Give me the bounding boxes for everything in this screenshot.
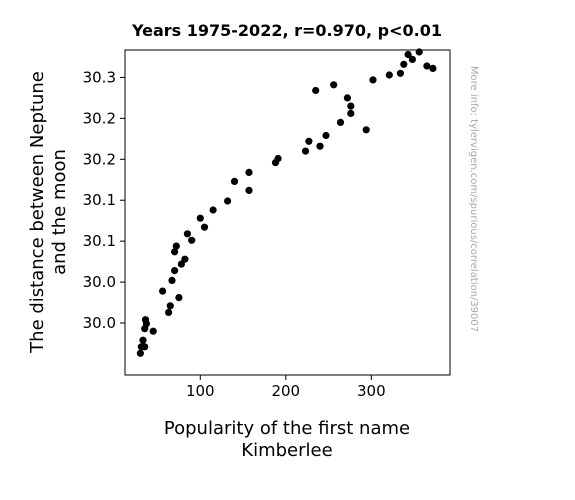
data-point-7 — [149, 327, 157, 335]
y-tick-label-0: 30.0 — [83, 314, 116, 332]
data-point-3 — [141, 343, 149, 351]
data-points — [136, 48, 437, 357]
data-point-20 — [196, 214, 204, 222]
y-tick-label-4: 30.2 — [83, 150, 116, 168]
data-point-24 — [230, 177, 239, 185]
data-point-43 — [400, 60, 408, 68]
data-point-17 — [181, 255, 189, 263]
y-tick-label-6: 30.3 — [83, 68, 116, 86]
data-point-12 — [171, 267, 179, 275]
y-tick-label-2: 30.1 — [83, 232, 116, 250]
data-point-32 — [322, 131, 330, 140]
data-point-21 — [200, 223, 209, 231]
data-point-11 — [168, 276, 176, 284]
plot-frame — [124, 49, 451, 376]
y-tick-label-5: 30.2 — [83, 109, 116, 127]
data-point-38 — [347, 102, 355, 110]
data-point-23 — [224, 197, 232, 205]
data-point-48 — [429, 64, 437, 72]
y-axis-label-line1: The distance between Neptune — [27, 71, 48, 354]
data-point-44 — [404, 50, 412, 59]
data-point-18 — [183, 230, 191, 238]
x-tick-label-0: 100 — [186, 382, 215, 400]
data-point-19 — [188, 236, 196, 244]
data-point-2 — [139, 336, 147, 344]
source-note: More info: tylervigen.com/spurious/corre… — [468, 66, 479, 332]
y-axis: 30.0 30.0 30.1 30.1 30.2 30.2 30.3 — [83, 68, 125, 332]
data-point-0 — [136, 349, 144, 357]
y-tick-label-3: 30.1 — [83, 191, 116, 209]
x-axis: 100 200 300 — [186, 375, 386, 400]
chart-title: Years 1975-2022, r=0.970, p<0.01 — [131, 21, 442, 40]
x-tick-label-1: 200 — [271, 382, 300, 400]
data-point-41 — [385, 71, 393, 79]
data-point-22 — [209, 206, 217, 214]
data-point-30 — [305, 137, 313, 145]
data-point-28 — [274, 154, 282, 163]
data-point-35 — [336, 118, 345, 126]
data-point-13 — [175, 294, 183, 302]
data-point-40 — [369, 76, 377, 84]
data-point-33 — [330, 81, 338, 89]
data-point-8 — [159, 287, 167, 295]
data-point-31 — [316, 142, 324, 150]
data-point-14 — [171, 248, 179, 256]
data-point-46 — [415, 48, 423, 56]
data-point-26 — [245, 186, 253, 194]
data-point-36 — [343, 94, 351, 102]
data-point-45 — [408, 55, 416, 64]
data-point-15 — [172, 242, 180, 250]
x-axis-label-line1: Popularity of the first name — [164, 418, 410, 439]
data-point-6 — [141, 316, 150, 324]
data-point-42 — [396, 69, 404, 77]
x-axis-label-line2: Kimberlee — [241, 440, 332, 461]
data-point-29 — [301, 147, 310, 155]
data-point-37 — [347, 109, 355, 117]
y-axis-label-line2: and the moon — [49, 149, 70, 275]
data-point-47 — [423, 62, 431, 70]
data-point-10 — [166, 302, 174, 310]
y-tick-label-1: 30.0 — [83, 273, 116, 291]
data-point-9 — [165, 308, 173, 316]
data-point-25 — [245, 168, 253, 176]
x-tick-label-2: 300 — [357, 382, 386, 400]
data-point-34 — [312, 86, 320, 95]
data-point-39 — [362, 126, 370, 134]
